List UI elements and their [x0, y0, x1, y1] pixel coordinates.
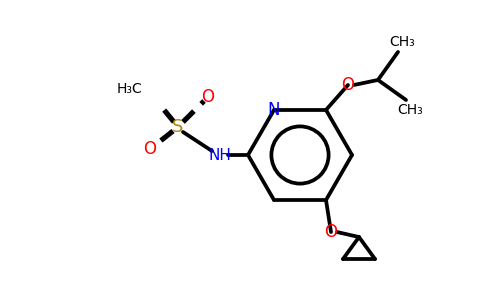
Text: S: S — [172, 118, 184, 136]
Text: O: O — [342, 76, 354, 94]
Text: O: O — [143, 140, 156, 158]
Text: CH₃: CH₃ — [389, 35, 415, 49]
Text: H₃C: H₃C — [116, 82, 142, 96]
Text: O: O — [324, 223, 337, 241]
Text: N: N — [268, 101, 280, 119]
Text: NH: NH — [209, 148, 231, 163]
Text: O: O — [201, 88, 214, 106]
Text: CH₃: CH₃ — [397, 103, 423, 117]
